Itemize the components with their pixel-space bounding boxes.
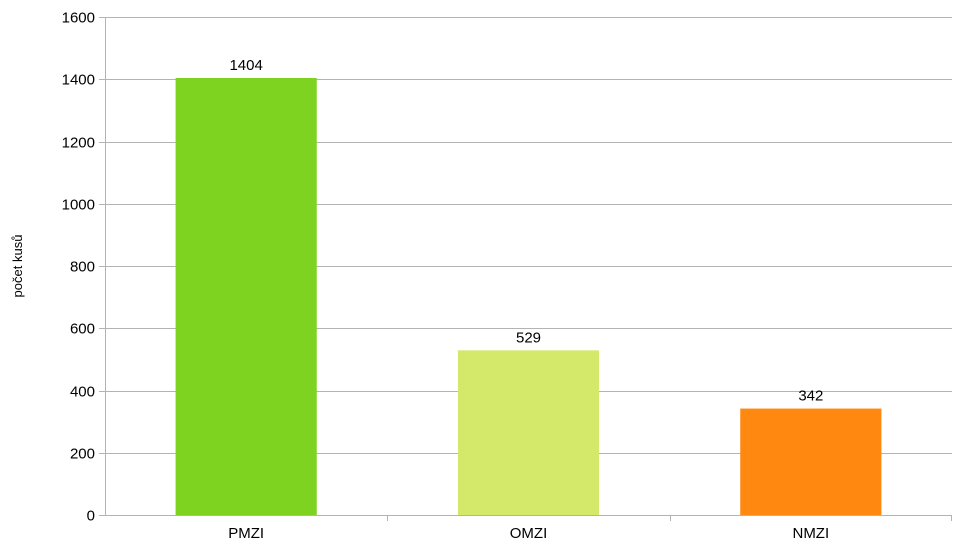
- y-axis-label: počet kusů: [10, 235, 25, 298]
- y-tick-label-400: 400: [70, 384, 95, 401]
- y-tick-label-0: 0: [87, 508, 95, 525]
- labels: 0 200 400 600 800 1000 1200 1400 1600 1404 PMZI 529…: [62, 10, 830, 543]
- x-tick-label-omzi: OMZI: [510, 525, 548, 542]
- data-label-pmzi: 1404: [229, 57, 262, 74]
- bar-nmzi: [740, 408, 882, 515]
- bar-pmzi: [175, 78, 317, 515]
- y-tick-label-600: 600: [70, 321, 95, 338]
- x-tick-label-nmzi: NMZI: [792, 525, 829, 542]
- x-tick-label-pmzi: PMZI: [228, 525, 264, 542]
- y-tick-label-1200: 1200: [62, 135, 95, 152]
- bar-omzi: [457, 350, 600, 515]
- bars: [175, 78, 882, 515]
- data-label-nmzi: 342: [798, 388, 823, 405]
- y-tick-label-1000: 1000: [62, 197, 95, 214]
- axes: [99, 17, 952, 521]
- y-tick-label-200: 200: [70, 446, 95, 463]
- y-tick-label-1600: 1600: [62, 10, 95, 27]
- data-label-omzi: 529: [516, 329, 541, 346]
- y-tick-label-800: 800: [70, 259, 95, 276]
- y-tick-label-1400: 1400: [62, 72, 95, 89]
